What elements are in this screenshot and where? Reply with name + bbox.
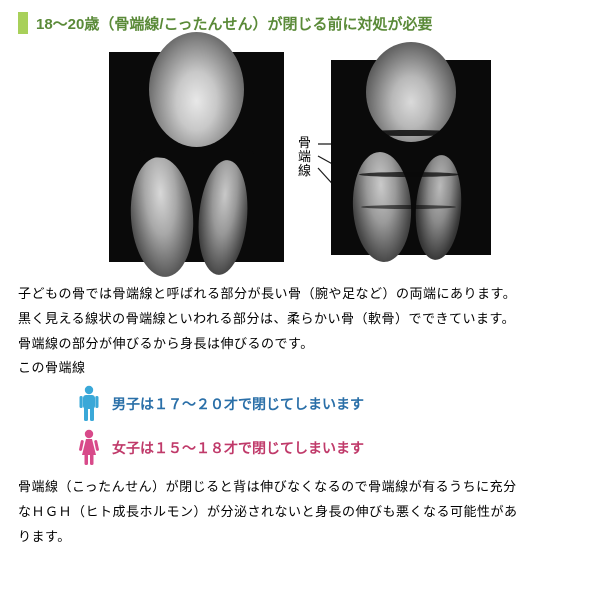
xray-label-char2: 端 xyxy=(298,150,311,164)
paragraph-1-line-1: 子どもの骨では骨端線と呼ばれる部分が長い骨（腕や足など）の両端にあります。 xyxy=(18,284,582,305)
female-text: 女子は１５～１８才で閉じてしまいます xyxy=(112,438,364,458)
paragraph-1-line-2: 黒く見える線状の骨端線といわれる部分は、柔らかい骨（軟骨）でできています。 xyxy=(18,309,582,330)
xray-label: 骨 端 線 xyxy=(298,136,311,179)
gender-rows: 男子は１７～２０才で閉じてしまいます 女子は１５～１８才で閉じてしまいます xyxy=(78,385,582,467)
xray-image-left xyxy=(109,52,284,262)
paragraph-2-line-1: 骨端線（こったんせん）が閉じると背は伸びなくなるので骨端線が有るうちに充分 xyxy=(18,477,582,498)
male-row: 男子は１７～２０才で閉じてしまいます xyxy=(78,385,582,423)
female-row: 女子は１５～１８才で閉じてしまいます xyxy=(78,429,582,467)
xray-label-char1: 骨 xyxy=(298,136,311,150)
xray-image-right xyxy=(331,60,491,255)
male-text: 男子は１７～２０才で閉じてしまいます xyxy=(112,394,364,414)
female-icon xyxy=(78,429,100,467)
xray-row: 骨 端 線 xyxy=(18,52,582,262)
paragraph-2-line-2: なＨＧＨ（ヒト成長ホルモン）が分泌されないと身長の伸びも悪くなる可能性があ xyxy=(18,502,582,523)
xray-label-char3: 線 xyxy=(298,164,311,178)
paragraph-1-line-4: この骨端線 xyxy=(18,358,582,379)
title-accent xyxy=(18,12,28,34)
paragraph-1-line-3: 骨端線の部分が伸びるから身長は伸びるのです。 xyxy=(18,334,582,355)
title-bar: 18～20歳（骨端線/こったんせん）が閉じる前に対処が必要 xyxy=(18,12,582,34)
paragraph-2-line-3: ります。 xyxy=(18,527,582,548)
page-title: 18～20歳（骨端線/こったんせん）が閉じる前に対処が必要 xyxy=(36,13,433,34)
male-icon xyxy=(78,385,100,423)
